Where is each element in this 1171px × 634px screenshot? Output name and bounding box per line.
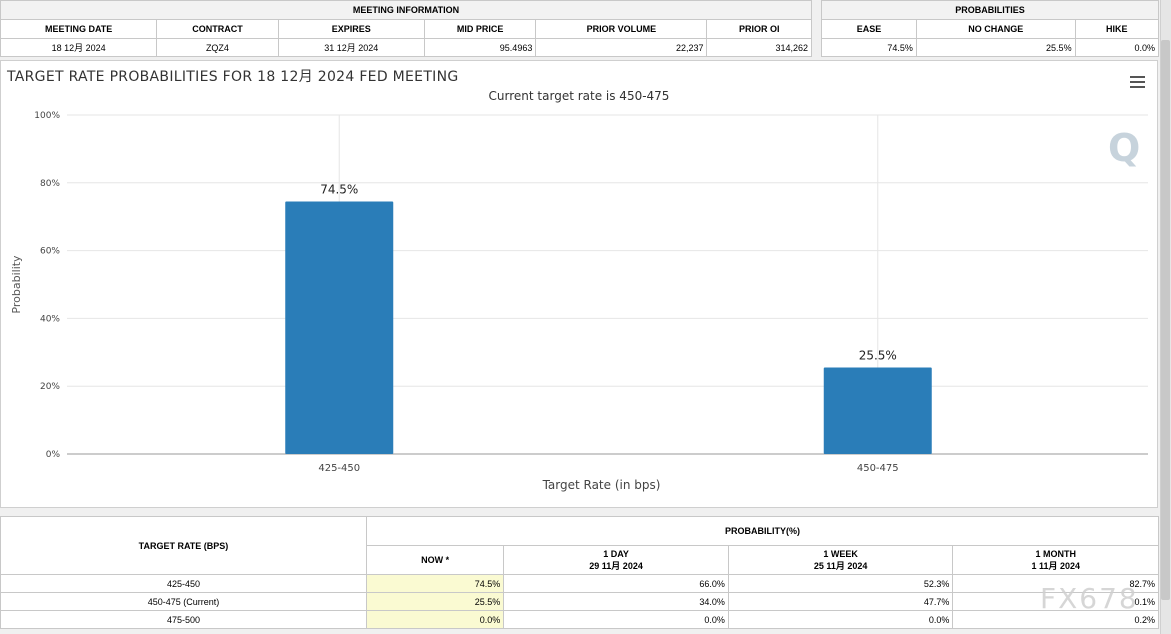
day-value: 0.0% [503,610,729,629]
hike-value: 0.0% [1074,38,1160,57]
col-expires: EXPIRES [277,19,425,39]
probability-history-table: TARGET RATE (BPS) PROBABILITY(%) NOW * 1… [0,516,1160,629]
day-value: 66.0% [503,574,729,593]
col-ease: EASE [821,19,917,39]
contract-value: ZQZ4 [156,38,279,57]
x-tick-label: 425-450 [318,463,360,474]
col-1-month-label: 1 MONTH [1035,548,1076,559]
col-1-week: 1 WEEK 25 11月 2024 [727,545,954,575]
probability-group-header: PROBABILITY(%) [365,516,1160,546]
col-meeting-date: MEETING DATE [0,19,158,39]
col-target-rate: TARGET RATE (BPS) [0,516,367,575]
y-tick-label: 20% [40,382,60,392]
col-now-label: NOW * [421,555,450,565]
col-1-week-label: 1 WEEK [823,548,858,559]
scrollbar-thumb[interactable] [1161,40,1170,600]
col-contract: CONTRACT [156,19,279,39]
y-tick-label: 0% [46,450,61,460]
chart-title: TARGET RATE PROBABILITIES FOR 18 12月 202… [7,69,459,85]
col-1-month-date: 1 11月 2024 [1031,560,1080,571]
col-1-day: 1 DAY 29 11月 2024 [503,545,729,575]
day-value: 34.0% [503,592,729,611]
col-mid-price: MID PRICE [423,19,537,39]
col-now: NOW * [365,545,505,575]
col-hike: HIKE [1074,19,1160,39]
col-1-week-date: 25 11月 2024 [813,560,868,571]
table-row: 475-500 0.0% 0.0% 0.0% 0.2% [0,610,1159,629]
bar-data-label: 74.5% [320,182,358,196]
col-no-change: NO CHANGE [915,19,1076,39]
bar-450-475[interactable] [823,367,932,454]
y-axis-title: Probability [10,255,23,314]
now-value: 25.5% [365,592,505,611]
chart-panel [0,60,1158,508]
hamburger-menu-icon[interactable] [1130,76,1145,89]
prior-volume-value: 22,237 [535,38,708,57]
probabilities-table: PROBABILITIES EASE NO CHANGE HIKE 74.5% … [821,0,1160,57]
probabilities-section-label: PROBABILITIES [821,0,1159,20]
rate-label: 425-450 [0,574,367,593]
ease-value: 74.5% [821,38,917,57]
y-tick-label: 100% [34,111,60,121]
bar-data-label: 25.5% [859,349,897,363]
table-row: 425-450 74.5% 66.0% 52.3% 82.7% [0,574,1159,593]
expires-value: 31 12月 2024 [277,38,425,57]
meeting-info-table: MEETING INFORMATION MEETING DATE CONTRAC… [0,0,812,57]
bar-425-450[interactable] [285,201,394,454]
mid-price-value: 95.4963 [423,38,537,57]
meeting-info-section-label: MEETING INFORMATION [0,0,812,20]
col-prior-volume: PRIOR VOLUME [535,19,708,39]
week-value: 0.0% [727,610,954,629]
no-change-value: 25.5% [915,38,1076,57]
rate-label: 450-475 (Current) [0,592,367,611]
col-prior-oi: PRIOR OI [706,19,812,39]
y-tick-label: 60% [40,247,60,257]
col-1-day-date: 29 11月 2024 [589,560,643,571]
chart-subtitle: Current target rate is 450-475 [488,89,670,103]
y-tick-label: 80% [40,179,60,189]
col-1-day-label: 1 DAY [603,548,629,559]
prior-oi-value: 314,262 [706,38,812,57]
week-value: 52.3% [727,574,954,593]
watermark-q-logo: Q [1108,126,1141,170]
now-value: 0.0% [365,610,505,629]
month-value: 0.2% [952,610,1159,629]
now-value: 74.5% [365,574,505,593]
rate-label: 475-500 [0,610,367,629]
table-row: 450-475 (Current) 25.5% 34.0% 47.7% 0.1% [0,592,1159,611]
bar-chart: 0% 20% 40% 60% 80% 100% 425-450 450-475 Target R… [10,111,1148,492]
watermark-fx678: FX678 [1040,582,1139,615]
col-1-month: 1 MONTH 1 11月 2024 [952,545,1159,575]
x-tick-label: 450-475 [857,463,899,474]
meeting-date-value: 18 12月 2024 [0,38,158,57]
x-axis-title: Target Rate (in bps) [542,478,661,492]
y-tick-label: 40% [40,314,60,324]
week-value: 47.7% [727,592,954,611]
